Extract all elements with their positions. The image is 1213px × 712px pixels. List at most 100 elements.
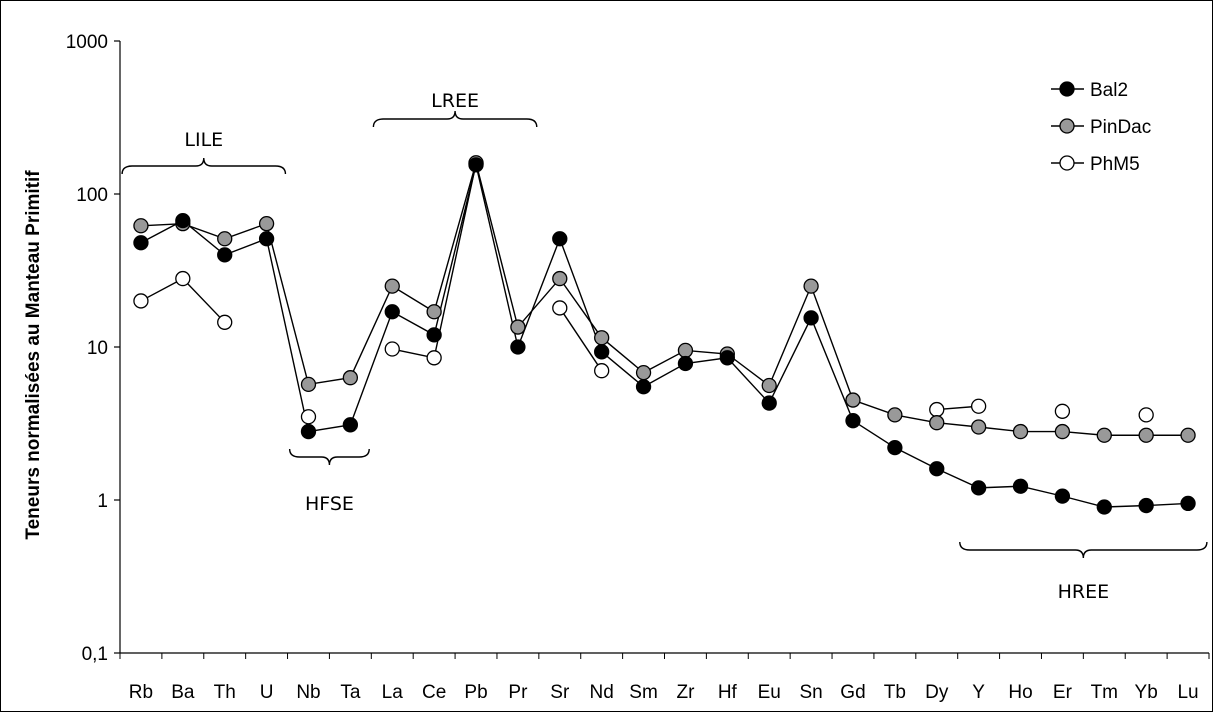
series-line-bal2 xyxy=(140,164,1189,508)
x-tick-label: U xyxy=(260,682,274,703)
point-pindac-ho xyxy=(1012,423,1029,440)
point-bal2-tb xyxy=(887,439,903,456)
legend-marker-bal2 xyxy=(1059,81,1075,97)
point-bal2-lu xyxy=(1180,495,1196,512)
x-tick-label: Dy xyxy=(925,682,949,703)
group-annotations: LILE HFSE LREE HREE xyxy=(121,90,1208,603)
x-tick-label: Ba xyxy=(171,682,195,703)
x-tick-label: Hf xyxy=(718,682,738,703)
point-pindac-lu xyxy=(1180,427,1196,443)
point-bal2-la xyxy=(384,304,400,320)
y-tick-label: 100 xyxy=(76,185,108,206)
point-pindac-pr xyxy=(510,319,526,335)
x-tick-label: Rb xyxy=(129,682,153,703)
point-pindac-dy xyxy=(929,415,945,431)
x-tick-label: Sr xyxy=(550,682,570,703)
point-phm5-yb xyxy=(1138,407,1154,423)
y-axis-title: Teneurs normalisées au Manteau Primitif xyxy=(23,170,44,540)
point-bal2-nb xyxy=(300,423,317,440)
point-bal2-ta xyxy=(342,417,359,433)
point-pindac-sn xyxy=(803,278,819,294)
point-bal2-th xyxy=(217,247,233,263)
series-points xyxy=(133,155,1196,515)
x-tick-label: Ce xyxy=(422,682,446,703)
point-bal2-ce xyxy=(426,327,442,343)
point-bal2-u xyxy=(258,231,275,247)
legend-label-phm5: PhM5 xyxy=(1090,154,1140,175)
point-phm5-er xyxy=(1054,403,1071,419)
point-bal2-sr xyxy=(552,231,568,247)
point-pindac-rb xyxy=(133,218,149,234)
point-bal2-yb xyxy=(1138,497,1154,514)
point-pindac-sr xyxy=(552,270,568,287)
point-pindac-tm xyxy=(1096,427,1112,443)
group-label-lile: LILE xyxy=(184,129,223,151)
group-label-hree: HREE xyxy=(1058,581,1110,603)
x-tick-label: Th xyxy=(214,682,236,703)
point-phm5-nb xyxy=(300,409,317,425)
point-phm5-dy xyxy=(929,401,945,418)
brace-lile xyxy=(121,157,287,175)
point-phm5-sr xyxy=(552,300,568,316)
point-pindac-eu xyxy=(761,377,777,394)
legend: Bal2 PinDac PhM5 xyxy=(1051,80,1151,175)
brace-lree xyxy=(372,110,538,128)
point-bal2-hf xyxy=(719,350,735,366)
point-phm5-th xyxy=(217,314,233,330)
point-bal2-sm xyxy=(635,379,652,395)
x-tick-label: Er xyxy=(1053,682,1073,703)
point-bal2-gd xyxy=(845,413,861,429)
x-tick-label: Nb xyxy=(296,682,320,703)
x-tick-label: Sm xyxy=(629,682,658,703)
point-phm5-ba xyxy=(175,270,191,287)
x-tick-label: Y xyxy=(972,682,985,703)
point-pindac-nd xyxy=(594,330,610,346)
point-pindac-nb xyxy=(300,376,317,393)
y-tick-label: 10 xyxy=(87,338,108,359)
point-bal2-rb xyxy=(133,235,149,251)
x-tick-label: Ta xyxy=(340,682,361,703)
legend-label-bal2: Bal2 xyxy=(1090,80,1128,101)
point-pindac-la xyxy=(384,278,400,294)
point-pindac-ce xyxy=(426,304,442,320)
point-bal2-pb xyxy=(468,157,484,173)
point-bal2-dy xyxy=(929,461,945,477)
group-label-hfse: HFSE xyxy=(305,493,354,515)
x-tick-label: La xyxy=(382,682,404,703)
point-pindac-zr xyxy=(677,342,694,359)
brace-hfse xyxy=(288,448,370,466)
x-tick-label: Sn xyxy=(799,682,822,703)
x-tick-label: Tb xyxy=(884,682,906,703)
x-tick-label: Yb xyxy=(1135,682,1158,703)
point-bal2-y xyxy=(970,480,987,496)
point-bal2-er xyxy=(1054,488,1071,504)
x-tick-label: Zr xyxy=(676,682,695,703)
point-bal2-zr xyxy=(677,355,694,372)
series-line-phm5 xyxy=(559,307,603,372)
x-tick-label: Ho xyxy=(1008,682,1032,703)
x-tick-label: Pr xyxy=(508,682,528,703)
point-bal2-tm xyxy=(1096,499,1112,515)
point-pindac-tb xyxy=(887,407,903,423)
legend-marker-phm5 xyxy=(1059,155,1075,171)
x-tick-label: Nd xyxy=(590,682,614,703)
group-label-lree: LREE xyxy=(431,90,479,112)
point-phm5-y xyxy=(970,398,987,414)
point-pindac-u xyxy=(258,216,275,232)
point-pindac-th xyxy=(217,231,233,247)
point-phm5-nd xyxy=(594,363,610,379)
series-lines xyxy=(140,160,1189,508)
x-tick-label: Eu xyxy=(758,682,781,703)
point-pindac-gd xyxy=(845,392,861,408)
point-bal2-pr xyxy=(510,339,526,355)
point-phm5-la xyxy=(384,341,400,357)
point-bal2-ho xyxy=(1012,478,1029,494)
y-tick-label: 1000 xyxy=(66,32,108,53)
point-bal2-ba xyxy=(175,212,191,229)
series-line-pindac xyxy=(140,160,1189,436)
point-pindac-yb xyxy=(1138,427,1154,443)
point-phm5-ce xyxy=(426,350,442,366)
legend-marker-pindac xyxy=(1059,118,1075,134)
